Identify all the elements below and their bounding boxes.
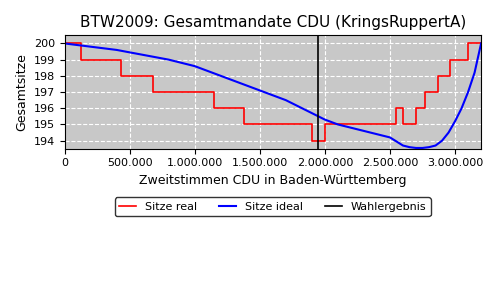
Sitze real [322, 123, 328, 126]
Sitze real [211, 90, 217, 94]
Sitze ideal [316, 115, 322, 118]
Sitze real [478, 42, 484, 45]
Sitze real [322, 139, 328, 142]
Sitze real [150, 74, 156, 78]
Sitze ideal [335, 123, 341, 126]
Sitze ideal [204, 69, 210, 73]
Sitze ideal [62, 42, 68, 45]
Sitze ideal [387, 136, 393, 139]
Sitze ideal [309, 111, 315, 115]
Sitze ideal [400, 144, 406, 147]
Sitze real [465, 58, 471, 61]
Sitze ideal [88, 45, 94, 49]
Sitze real [270, 123, 276, 126]
Sitze real [270, 123, 276, 126]
Sitze real [62, 42, 68, 45]
Sitze ideal [374, 132, 380, 136]
Sitze real [211, 106, 217, 110]
Sitze ideal [420, 146, 426, 150]
Sitze ideal [458, 106, 464, 110]
Sitze real [118, 74, 124, 78]
Sitze real [458, 58, 464, 61]
Sitze real [178, 90, 184, 94]
Sitze real [447, 58, 453, 61]
Sitze real [422, 90, 428, 94]
Sitze real [241, 123, 247, 126]
Sitze ideal [231, 79, 237, 83]
Sitze real [78, 58, 84, 61]
Sitze real [380, 123, 386, 126]
Sitze ideal [74, 43, 80, 47]
Sitze real [447, 74, 453, 78]
Sitze ideal [322, 118, 328, 122]
Sitze ideal [114, 48, 119, 52]
Sitze real [465, 42, 471, 45]
Sitze ideal [257, 88, 263, 92]
Sitze ideal [452, 119, 458, 123]
Sitze real [178, 90, 184, 94]
Sitze real [150, 90, 156, 94]
Sitze ideal [432, 144, 438, 147]
Sitze ideal [413, 146, 419, 150]
Sitze real [118, 58, 124, 61]
Sitze ideal [439, 139, 445, 142]
Sitze real [309, 139, 315, 142]
Sitze real [435, 90, 441, 94]
Sitze real [400, 106, 406, 110]
Sitze ideal [361, 129, 367, 133]
Sitze real [394, 106, 400, 110]
Sitze real [400, 123, 406, 126]
Sitze ideal [296, 105, 302, 108]
Sitze ideal [446, 131, 452, 134]
Sitze ideal [218, 74, 224, 78]
Sitze real [413, 106, 419, 110]
Line: Sitze ideal: Sitze ideal [64, 44, 481, 148]
Sitze ideal [348, 126, 354, 130]
Sitze real [380, 123, 386, 126]
Sitze ideal [192, 64, 198, 68]
Sitze real [241, 106, 247, 110]
Sitze ideal [270, 94, 276, 97]
Y-axis label: Gesamtsitze: Gesamtsitze [15, 53, 28, 131]
Sitze real [435, 74, 441, 78]
Sitze ideal [465, 90, 471, 94]
Sitze ideal [244, 84, 250, 87]
Sitze ideal [140, 53, 145, 57]
Sitze real [394, 123, 400, 126]
Sitze real [413, 123, 419, 126]
Sitze real [458, 58, 464, 61]
Sitze ideal [166, 58, 172, 61]
Sitze ideal [426, 146, 432, 149]
Title: BTW2009: Gesamtmandate CDU (KringsRuppertA): BTW2009: Gesamtmandate CDU (KringsRupper… [80, 15, 466, 30]
Sitze real [309, 123, 315, 126]
Sitze ideal [406, 146, 412, 149]
X-axis label: Zweitstimmen CDU in Baden-Württemberg: Zweitstimmen CDU in Baden-Württemberg [139, 174, 406, 187]
Sitze ideal [283, 98, 289, 102]
Sitze ideal [178, 61, 184, 65]
Sitze ideal [478, 42, 484, 45]
Line: Sitze real: Sitze real [64, 44, 481, 141]
Legend: Sitze real, Sitze ideal, Wahlergebnis: Sitze real, Sitze ideal, Wahlergebnis [115, 197, 430, 216]
Sitze real [422, 106, 428, 110]
Sitze real [78, 42, 84, 45]
Sitze ideal [472, 71, 478, 74]
